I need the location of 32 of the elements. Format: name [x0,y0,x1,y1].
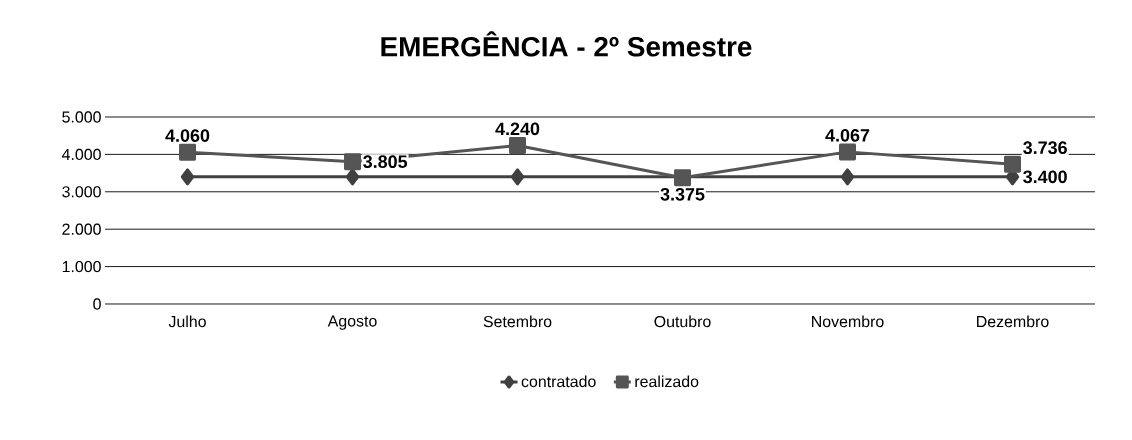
data-label: 3.400 [1023,170,1067,184]
chart-title: EMERGÊNCIA - 2º Semestre [381,31,752,57]
data-label: 4.060 [165,129,210,142]
point [179,143,197,161]
data-label: 4.067 [825,128,870,142]
point [510,168,525,186]
y-tick-label: 3.000 [62,186,101,198]
x-tick-label: Dezembro [977,315,1049,328]
point [839,143,857,161]
point [509,136,527,154]
x-tick-label: Outubro [654,315,711,328]
y-tick-label: 5.000 [62,111,101,123]
data-label: 3.805 [363,155,408,169]
x-tick-label: Agosto [327,315,377,330]
point [345,168,360,186]
point [1004,155,1021,173]
legend-label: realizado [635,375,699,388]
point [840,168,855,186]
x-tick-label: Setembro [483,315,552,328]
y-tick-label: 2.000 [62,223,101,235]
point [674,169,692,187]
y-tick-label: 1.000 [62,260,101,273]
x-tick-label: Novembro [812,315,884,328]
legend-label: contratado [521,375,596,388]
point [180,168,195,186]
data-label: 3.375 [660,187,705,201]
data-label: 4.240 [495,122,540,136]
y-tick-label: 0 [93,298,101,310]
point [344,153,362,171]
y-tick-label: 4.000 [61,148,101,161]
data-label: 3.736 [1023,141,1067,155]
x-tick-label: Julho [168,315,206,328]
